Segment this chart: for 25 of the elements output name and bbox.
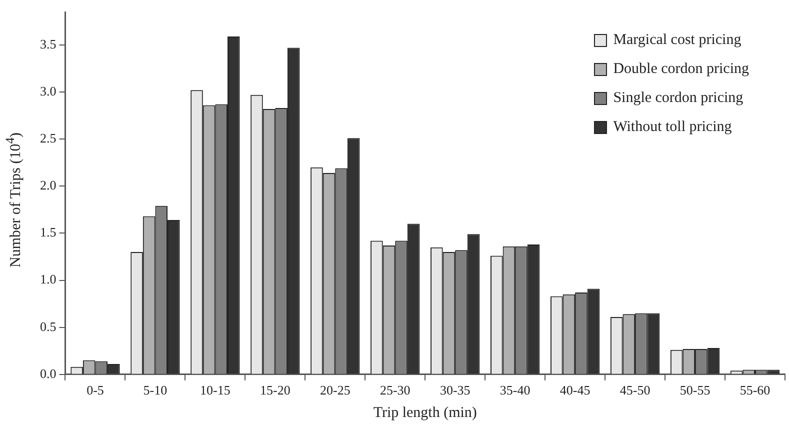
x-tick-label: 10-15: [200, 382, 230, 398]
x-tick-label: 45-50: [620, 382, 650, 398]
legend-label: Margical cost pricing: [613, 32, 742, 49]
y-tick-label: 1.5: [40, 224, 56, 240]
x-tick-label: 0-5: [86, 382, 104, 398]
y-tick-label: 1.0: [40, 272, 56, 287]
legend-label: Single cordon pricing: [613, 90, 744, 107]
y-tick-label: 2.5: [40, 130, 56, 146]
x-tick-label: 20-25: [320, 382, 350, 398]
y-tick-label: 0.0: [40, 366, 56, 381]
x-axis-title: Trip length (min): [373, 404, 477, 421]
y-tick-label: 3.5: [40, 36, 56, 52]
legend-label: Double cordon pricing: [613, 61, 749, 78]
y-tick-label: 2.0: [40, 178, 56, 193]
x-tick-label: 30-35: [440, 382, 470, 398]
x-tick-label: 55-60: [740, 382, 770, 398]
x-tick-label: 5-10: [143, 382, 168, 398]
x-tick-label: 40-45: [560, 382, 590, 398]
y-tick-label: 3.0: [40, 83, 56, 98]
y-tick-label: 0.5: [40, 318, 56, 334]
x-tick-label: 25-30: [380, 382, 410, 398]
legend-label: Without toll pricing: [613, 119, 732, 136]
x-tick-label: 35-40: [500, 382, 530, 398]
x-tick-label: 50-55: [680, 382, 710, 398]
x-tick-label: 15-20: [260, 382, 290, 398]
